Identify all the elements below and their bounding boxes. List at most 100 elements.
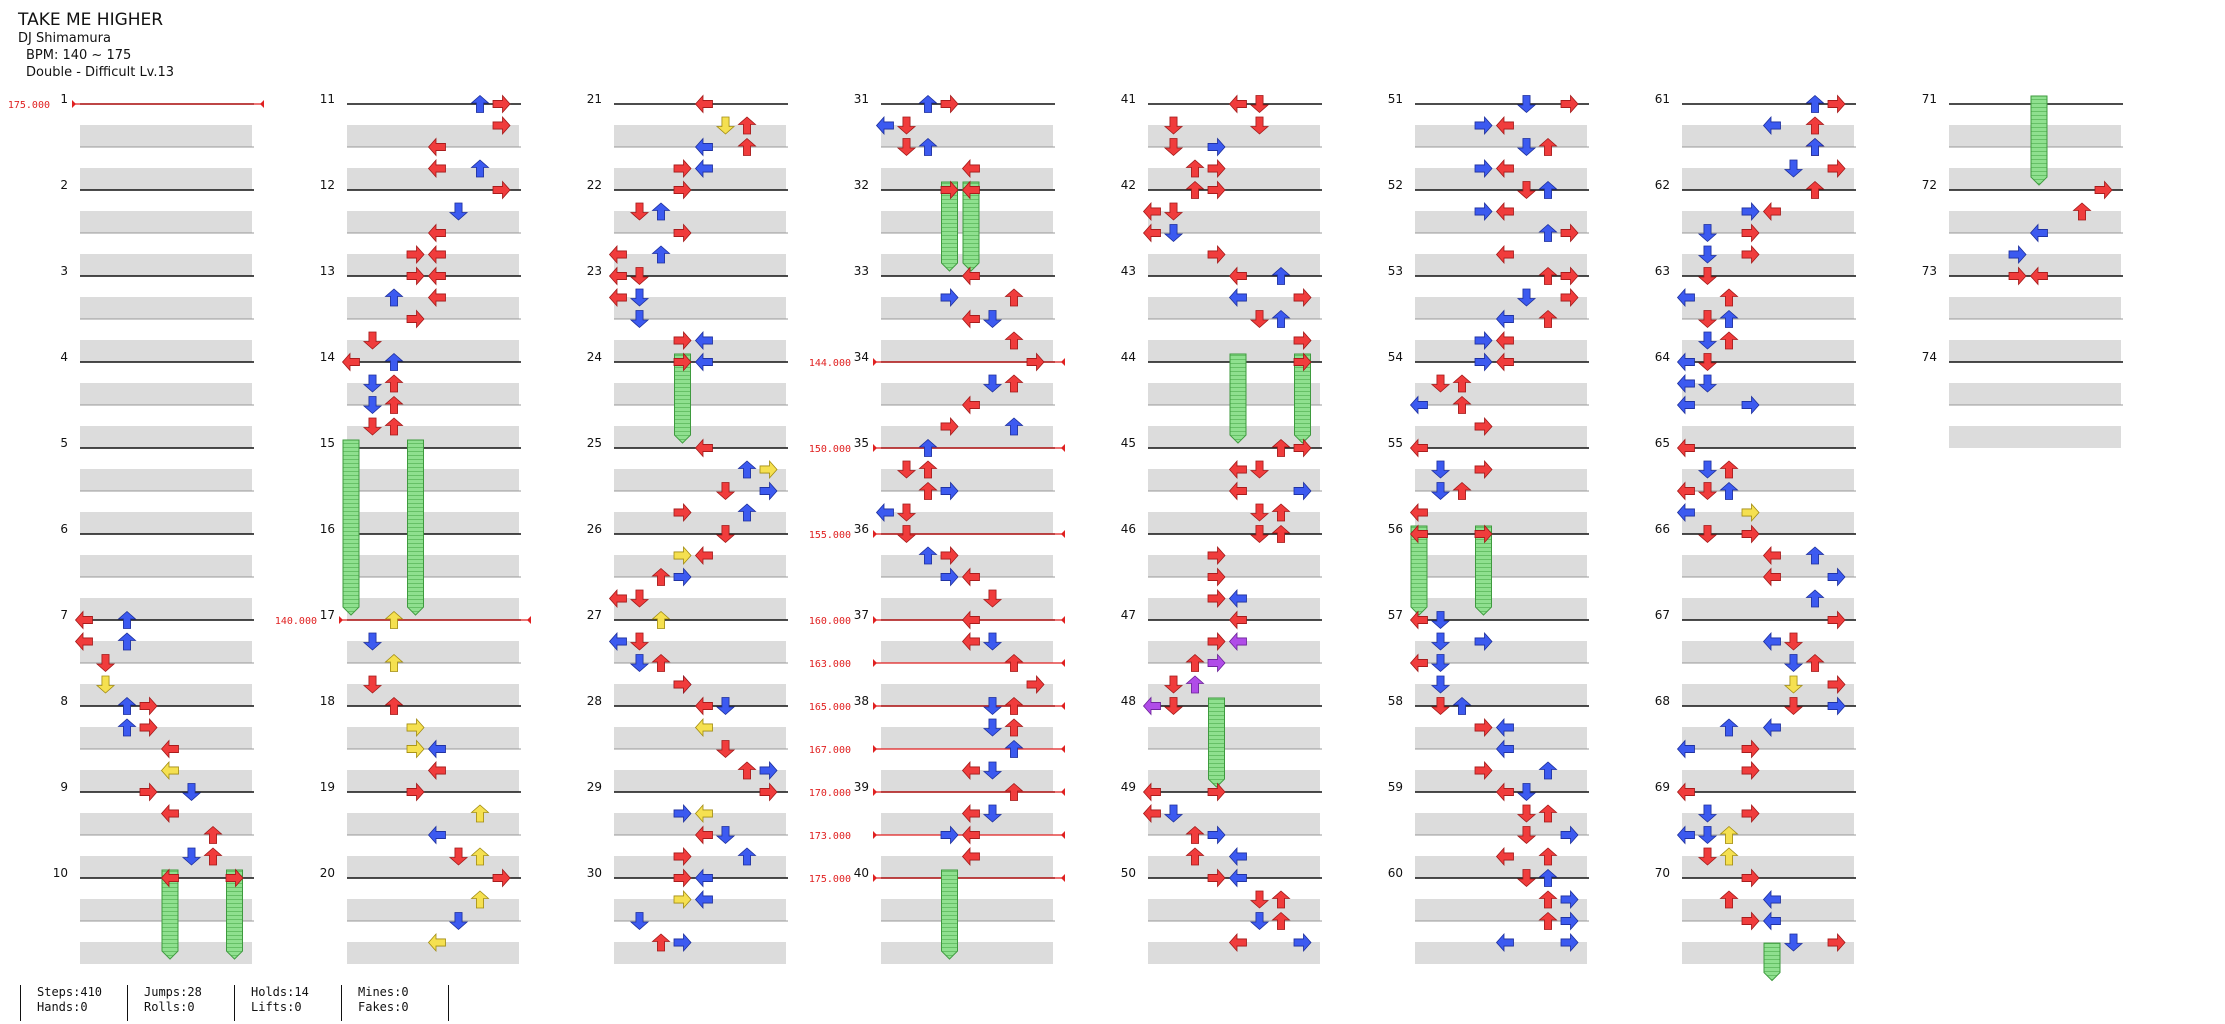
arrow-right-note (1207, 137, 1226, 157)
arrow-down-note (1516, 95, 1537, 114)
bpm-marker-right (1061, 659, 1065, 667)
arrow-right-note (1741, 201, 1760, 222)
arrow-up-note (1538, 911, 1558, 930)
song-artist: DJ Shimamura (18, 31, 111, 46)
song-header: TAKE ME HIGHER DJ Shimamura BPM: 140 ~ 1… (18, 10, 174, 81)
arrow-down-note (1163, 138, 1184, 157)
arrow-up-note (1805, 546, 1825, 565)
arrow-up-note (651, 610, 671, 629)
arrow-up-note (1538, 180, 1558, 199)
arrow-left-note (694, 330, 713, 351)
arrow-left-note (1495, 739, 1514, 759)
arrow-right-note (1474, 631, 1493, 652)
measure-61: 61 (1655, 92, 1856, 190)
arrow-right-note (1474, 352, 1493, 372)
bpm-change: 175.000 (809, 874, 1065, 885)
arrow-left-note (1676, 287, 1695, 308)
arrow-right-note (1207, 180, 1226, 200)
arrow-left-note (1228, 287, 1247, 308)
arrow-down-note (1163, 224, 1184, 243)
hold-note (1410, 525, 1428, 616)
arrow-up-note (384, 417, 404, 436)
arrow-down-note (629, 912, 650, 931)
arrow-left-note (1762, 201, 1781, 222)
arrow-up-note (1185, 159, 1205, 178)
measure-stripe (614, 254, 786, 276)
measure-71: 71 (1922, 92, 2123, 190)
measure-number: 21 (587, 92, 602, 106)
measure-stripe (1148, 684, 1320, 706)
arrow-left-note (1409, 524, 1428, 544)
measure-72: 72 (1922, 178, 2123, 276)
hold-note (161, 869, 179, 960)
arrow-right-note (940, 94, 959, 114)
measure-29: 29 (587, 780, 788, 878)
arrow-left-note (427, 825, 446, 845)
measure-number: 2 (60, 178, 68, 192)
arrow-up-note (1004, 417, 1024, 436)
bpm-marker-right (1061, 358, 1065, 366)
arrow-up-note (384, 288, 404, 307)
measure-12: 12 (320, 178, 521, 276)
measure-stripe (1682, 211, 1854, 233)
arrow-down-note (362, 417, 383, 436)
bpm-marker-left (873, 444, 877, 452)
measure-stripe (1949, 211, 2121, 233)
arrow-down-note (1697, 826, 1718, 845)
arrow-left-note (160, 868, 179, 888)
arrow-left-note (1676, 502, 1695, 523)
measure-number: 43 (1121, 264, 1136, 278)
arrow-left-note (608, 287, 627, 308)
arrow-left-note (961, 803, 980, 824)
arrow-left-note (1228, 459, 1247, 480)
arrow-right-note (1827, 158, 1846, 179)
arrow-down-note (1783, 159, 1804, 178)
measure-number: 46 (1121, 522, 1136, 536)
bpm-marker-right (1061, 831, 1065, 839)
arrow-left-note (961, 825, 980, 845)
bpm-label: 150.000 (809, 444, 851, 455)
hold-note (342, 439, 360, 616)
arrow-right-note (1293, 481, 1312, 501)
arrow-up-note (1805, 116, 1825, 135)
arrow-right-note (673, 352, 692, 372)
bpm-marker-right (1061, 444, 1065, 452)
arrow-down-note (629, 288, 650, 307)
bpm-marker-right (1061, 788, 1065, 796)
measure-69: 69 (1655, 780, 1856, 878)
arrow-up-note (1805, 653, 1825, 672)
measure-stripe (614, 856, 786, 878)
measure-stripe (80, 856, 252, 878)
measure-number: 25 (587, 436, 602, 450)
arrow-right-note (1474, 115, 1493, 136)
measure-stripe (881, 555, 1053, 577)
measure-number: 61 (1655, 92, 1670, 106)
measure-number: 16 (320, 522, 335, 536)
measure-stripe (614, 211, 786, 233)
arrow-left-note (427, 287, 446, 308)
arrow-down-note (1516, 181, 1537, 200)
measure-53: 53 (1388, 264, 1589, 362)
arrow-down-note (896, 460, 917, 479)
arrow-up-note (1719, 288, 1739, 307)
arrow-down-note (448, 847, 469, 866)
arrow-down-note (982, 632, 1003, 651)
measure-stripe (1148, 598, 1320, 620)
measure-stripe (347, 770, 519, 792)
arrow-up-note (918, 438, 938, 457)
measure-number: 66 (1655, 522, 1670, 536)
measure-stripe (347, 469, 519, 491)
arrow-up-note (470, 847, 490, 866)
measure-19: 19 (320, 780, 521, 878)
arrow-down-note (1249, 890, 1270, 909)
arrow-right-note (139, 782, 158, 802)
measure-18: 18 (320, 694, 521, 792)
measure-stripe (347, 211, 519, 233)
measure-38: 38 (854, 694, 1055, 792)
arrow-left-note (1142, 803, 1161, 824)
bpm-marker-right (1061, 874, 1065, 882)
measure-stripe (347, 426, 519, 448)
measure-stripe (1148, 168, 1320, 190)
arrow-up-note (1805, 589, 1825, 608)
bpm-marker-right (1061, 702, 1065, 710)
